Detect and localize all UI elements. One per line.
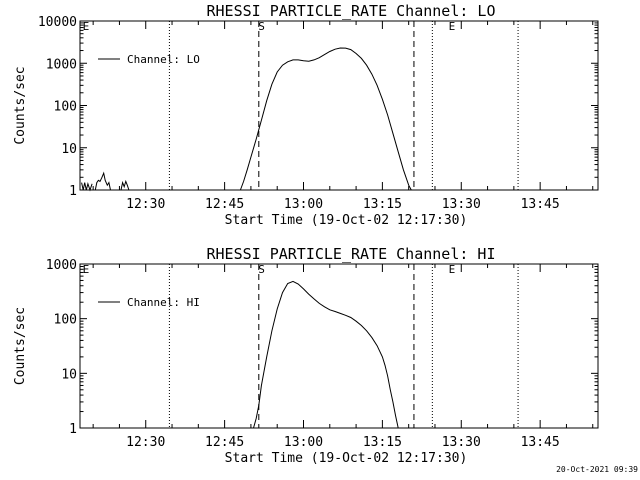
panel1-noise-segment xyxy=(120,179,130,191)
panel1-ytick-label: 10000 xyxy=(38,15,77,30)
panel1-marker-e: E xyxy=(83,20,90,33)
panel2-xtick-label: 12:30 xyxy=(126,435,165,450)
footer-timestamp: 20-Oct-2021 09:39 xyxy=(556,465,638,474)
panel1-ytick-label: 10 xyxy=(61,142,77,157)
panel2-xtick-label: 13:30 xyxy=(442,435,481,450)
panel2-ytick-label: 10 xyxy=(61,367,77,382)
panel1-xlabel: Start Time (19-Oct-02 12:17:30) xyxy=(225,213,468,228)
panel2-ytick-label: 100 xyxy=(54,313,77,328)
panel2-legend-label: Channel: HI xyxy=(127,296,200,309)
panel2-marker-s: S xyxy=(258,263,265,276)
panel2-xlabel: Start Time (19-Oct-02 12:17:30) xyxy=(225,451,468,466)
panel1-ytick-label: 1000 xyxy=(46,57,77,72)
panel2-xtick-label: 13:15 xyxy=(363,435,402,450)
panel2-xtick-label: 13:00 xyxy=(284,435,323,450)
panel2-ytick-label: 1 xyxy=(69,422,77,437)
panel1-title: RHESSI PARTICLE_RATE Channel: LO xyxy=(207,2,496,20)
panel1-xtick-label: 13:00 xyxy=(284,197,323,212)
panel1-legend-label: Channel: LO xyxy=(127,53,200,66)
panel1-marker-s: S xyxy=(258,20,265,33)
panel1-series-line xyxy=(239,47,412,191)
panel1-xtick-label: 12:45 xyxy=(205,197,244,212)
panel1-xtick-label: 12:30 xyxy=(126,197,165,212)
panel1-marker-e: E xyxy=(449,20,456,33)
panel2-xtick-label: 12:45 xyxy=(205,435,244,450)
panel1-xtick-label: 13:15 xyxy=(363,197,402,212)
panel2-marker-e: E xyxy=(449,263,456,276)
panel2-xtick-label: 13:45 xyxy=(521,435,560,450)
panel1-ytick-label: 1 xyxy=(69,184,77,199)
panel2-title: RHESSI PARTICLE_RATE Channel: HI xyxy=(207,245,496,263)
panel1-ytick-label: 100 xyxy=(54,100,77,115)
panel1-xtick-label: 13:30 xyxy=(442,197,481,212)
panel2-marker-e: E xyxy=(83,263,90,276)
panel2-series-line xyxy=(253,280,399,429)
panel2-ylabel: Counts/sec xyxy=(13,307,28,385)
panel2-frame xyxy=(79,263,599,429)
panel1-frame xyxy=(79,20,599,191)
panel1-noise-segment xyxy=(81,182,93,192)
panel1-xtick-label: 13:45 xyxy=(521,197,560,212)
panel1-noise-segment xyxy=(94,171,111,191)
panel2-ytick-label: 1000 xyxy=(46,258,77,273)
panel1-ylabel: Counts/sec xyxy=(13,66,28,144)
